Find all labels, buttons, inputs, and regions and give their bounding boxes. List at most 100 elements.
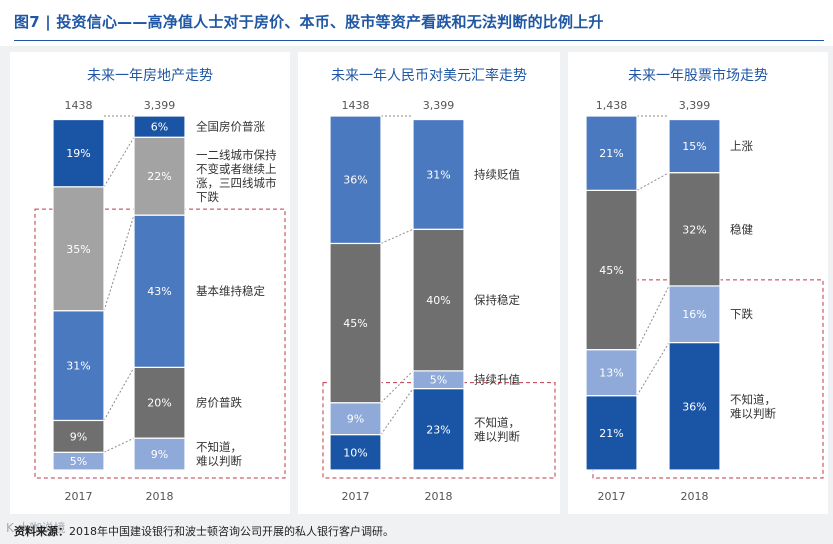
legend-label: 上涨 <box>730 139 753 153</box>
segment-label: 9% <box>347 413 364 426</box>
bar-segment <box>585 395 638 471</box>
bar-segment <box>52 310 105 422</box>
segment-label: 23% <box>426 423 450 436</box>
legend-label: 涨，三四线城市 <box>196 176 277 190</box>
bar-segment <box>329 434 382 471</box>
legend-label: 房价普跌 <box>196 396 242 410</box>
highlight-dashed-box <box>34 208 286 479</box>
header-bar <box>0 0 833 46</box>
sample-size-label: 3,399 <box>144 99 176 112</box>
legend-label: 不知道， <box>196 440 242 454</box>
segment-label: 35% <box>66 243 90 256</box>
segment-label: 5% <box>70 455 87 468</box>
bar-segment <box>412 387 465 471</box>
source-text: 2018年中国建设银行和波士顿咨询公司开展的私人银行客户调研。 <box>69 525 394 538</box>
connector-line <box>380 228 414 244</box>
bar-segment <box>133 115 186 138</box>
bar-segment <box>329 115 382 245</box>
sample-size-label: 3,399 <box>423 99 455 112</box>
chart-title: 未来一年房地产走势 <box>87 68 213 84</box>
bar-segment <box>412 118 465 230</box>
segment-label: 22% <box>147 170 171 183</box>
legend-label: 一二线城市保持 <box>196 148 277 162</box>
figure-title: 图7 | 投资信心——高净值人士对于房价、本币、股市等资产看跌和无法判断的比例上… <box>14 13 604 31</box>
segment-label: 31% <box>426 168 450 181</box>
segment-label: 5% <box>430 374 447 387</box>
connector-line <box>103 214 135 311</box>
legend-label: 持续升值 <box>474 373 520 387</box>
bar-segment <box>585 115 638 191</box>
segment-label: 40% <box>426 294 450 307</box>
segment-label: 15% <box>682 140 706 153</box>
segment-label: 43% <box>147 285 171 298</box>
legend-label: 全国房价普涨 <box>196 120 265 134</box>
bar-segment <box>668 341 721 471</box>
x-tick-label: 2017 <box>342 490 370 503</box>
bar-segment <box>412 228 465 372</box>
legend-label: 难以判断 <box>730 406 776 420</box>
segment-label: 9% <box>151 448 168 461</box>
header-rule <box>14 40 824 41</box>
segment-label: 21% <box>599 427 623 440</box>
segment-label: 20% <box>147 397 171 410</box>
bar-segment <box>585 189 638 351</box>
chart-title: 未来一年股票市场走势 <box>628 67 768 84</box>
bar-segment <box>52 419 105 453</box>
connector-line <box>380 370 414 404</box>
source-note: 资料来源：2018年中国建设银行和波士顿咨询公司开展的私人银行客户调研。 <box>14 523 394 539</box>
segment-label: 36% <box>682 400 706 413</box>
chart-title: 未来一年人民币对美元汇率走势 <box>331 67 527 84</box>
segment-label: 10% <box>343 446 367 459</box>
segment-label: 9% <box>70 430 87 443</box>
segment-label: 45% <box>343 317 367 330</box>
sample-size-label: 3,399 <box>679 99 711 112</box>
connector-line <box>380 388 414 435</box>
segment-label: 6% <box>151 121 168 134</box>
source-label: 资料来源： <box>14 525 69 538</box>
legend-label: 持续贬值 <box>474 167 520 181</box>
sample-size-label: 1438 <box>65 99 93 112</box>
segment-label: 45% <box>599 264 623 277</box>
watermark-text: K 大咖说境 <box>6 521 66 535</box>
legend-label: 不知道， <box>474 415 520 429</box>
legend-label: 保持稳定 <box>474 293 520 307</box>
x-tick-label: 2017 <box>598 490 626 503</box>
segment-label: 16% <box>682 308 706 321</box>
connector-line <box>103 437 135 453</box>
segment-label: 13% <box>599 367 623 380</box>
sample-size-label: 1438 <box>342 99 370 112</box>
connector-line <box>103 136 135 188</box>
bar-segment <box>133 214 186 368</box>
x-tick-label: 2017 <box>65 490 93 503</box>
bar-segment <box>668 285 721 344</box>
legend-label: 难以判断 <box>196 454 242 468</box>
bar-segment <box>329 242 382 404</box>
bar-segment <box>52 186 105 312</box>
segment-label: 36% <box>343 174 367 187</box>
x-tick-label: 2018 <box>146 490 174 503</box>
bar-segment <box>329 402 382 436</box>
x-tick-label: 2018 <box>681 490 709 503</box>
legend-label: 下跌 <box>196 190 219 204</box>
legend-label: 基本维持稳定 <box>196 284 265 298</box>
legend-label: 难以判断 <box>474 429 520 443</box>
legend-label: 稳健 <box>730 222 753 236</box>
bar-segment <box>133 136 186 216</box>
bar-segment <box>585 349 638 397</box>
bar-segment <box>133 366 186 439</box>
segment-label: 19% <box>66 147 90 160</box>
segment-label: 21% <box>599 147 623 160</box>
segment-label: 32% <box>682 223 706 236</box>
bar-segment <box>668 172 721 287</box>
legend-label: 不变或者继续上 <box>196 162 277 176</box>
segment-label: 31% <box>66 360 90 373</box>
x-tick-label: 2018 <box>425 490 453 503</box>
sample-size-label: 1,438 <box>596 99 628 112</box>
bar-segment <box>668 118 721 174</box>
bar-segment <box>133 437 186 471</box>
legend-label: 不知道， <box>730 392 776 406</box>
bar-segment <box>52 118 105 188</box>
legend-label: 下跌 <box>730 307 753 321</box>
